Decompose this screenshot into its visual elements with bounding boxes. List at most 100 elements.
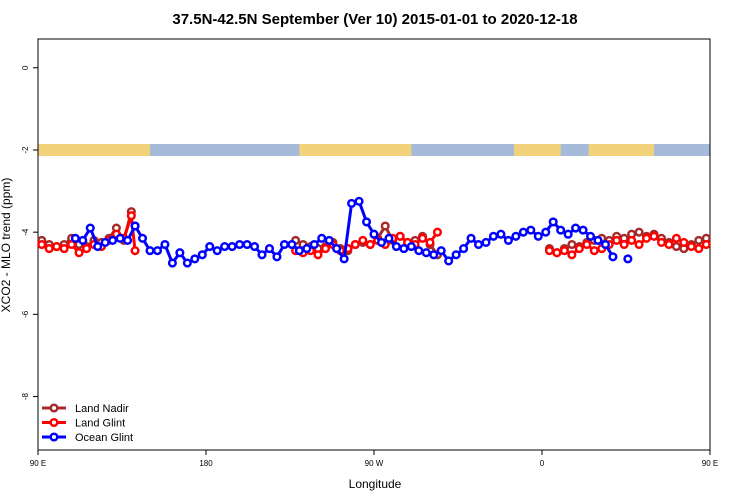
data-point (444, 256, 454, 266)
data-point (85, 223, 95, 233)
data-point (694, 244, 704, 254)
data-point (425, 237, 435, 247)
data-point (123, 235, 133, 245)
data-point (481, 237, 491, 247)
data-point (582, 239, 592, 250)
data-point (459, 244, 469, 254)
data-point (548, 217, 558, 227)
data-point (429, 250, 439, 260)
data-point (320, 244, 331, 254)
data-point (242, 239, 252, 250)
data-point (324, 235, 334, 245)
data-point (137, 233, 148, 243)
data-point (67, 239, 77, 250)
data-point (671, 242, 681, 252)
data-point (287, 239, 297, 250)
data-point (533, 231, 543, 241)
data-point (205, 242, 215, 252)
legend-label: Ocean Glint (75, 432, 133, 444)
data-point (567, 250, 577, 260)
legend-swatch-marker (49, 432, 59, 442)
data-point (541, 227, 551, 237)
data-point (694, 235, 704, 245)
x-tick-label: 180 (199, 459, 213, 468)
data-point (436, 246, 446, 256)
series-ocean-glint (70, 196, 633, 268)
land-band (588, 143, 654, 156)
data-point (496, 229, 506, 239)
x-tick-label: 90 W (365, 459, 384, 468)
data-point (466, 233, 476, 243)
data-point (686, 242, 696, 252)
data-point (649, 231, 659, 241)
data-point (182, 258, 192, 268)
data-point (634, 227, 644, 237)
data-point (619, 239, 629, 250)
data-point (78, 235, 88, 245)
x-axis: 90 E 180 90 W 0 90 E (30, 450, 718, 468)
data-point (473, 239, 484, 250)
data-point (563, 229, 573, 239)
data-point (100, 237, 110, 247)
legend-label: Land Nadir (75, 403, 129, 415)
data-point (190, 254, 200, 264)
data-point (552, 248, 562, 258)
land-mask-strip (38, 143, 710, 156)
data-point (451, 250, 461, 260)
data-point (656, 237, 667, 247)
land-band (299, 143, 412, 156)
data-point (701, 239, 711, 250)
data-point (503, 235, 513, 245)
x-tick-label: 90 E (702, 459, 718, 468)
series-layer (37, 196, 711, 268)
data-point (354, 196, 364, 206)
x-axis-label: Longitude (349, 477, 402, 491)
data-point (93, 242, 103, 252)
data-point (339, 254, 349, 264)
data-point (249, 242, 260, 252)
data-point (74, 248, 84, 258)
data-point (679, 237, 689, 247)
data-point (70, 233, 80, 243)
data-point (212, 246, 222, 256)
data-point (432, 227, 443, 237)
data-point (634, 239, 644, 250)
data-point (235, 239, 245, 250)
y-axis: 0 -2 -4 -6 -8 (21, 65, 38, 400)
data-point (313, 250, 323, 260)
y-tick-label: -4 (21, 228, 30, 236)
data-point (264, 244, 275, 254)
data-point (567, 239, 577, 250)
data-point (130, 246, 140, 256)
data-point (589, 246, 599, 256)
data-point (526, 225, 536, 235)
land-band (38, 143, 150, 156)
data-point (380, 221, 390, 231)
legend-swatch-marker (49, 417, 59, 428)
y-tick-label: 0 (21, 65, 30, 70)
data-point (585, 231, 596, 241)
data-point (59, 244, 69, 254)
y-axis-label: XCO2 - MLO trend (ppm) (0, 178, 13, 313)
data-point (108, 235, 118, 245)
data-point (671, 233, 681, 243)
x-tick-label: 0 (540, 459, 545, 468)
data-point (559, 246, 569, 256)
chart-title: 37.5N-42.5N September (Ver 10) 2015-01-0… (172, 11, 577, 28)
land-band (514, 143, 561, 156)
data-point (358, 235, 368, 245)
data-point (518, 227, 528, 237)
data-point (365, 239, 375, 250)
y-tick-label: -6 (21, 310, 30, 318)
data-point (160, 239, 170, 250)
data-point (384, 233, 394, 243)
data-point (126, 211, 136, 221)
legend-swatch-marker (49, 403, 59, 413)
data-point (593, 235, 603, 245)
data-point (197, 250, 207, 260)
data-point (317, 233, 327, 243)
data-point (272, 252, 282, 262)
data-point (406, 242, 416, 252)
data-point (641, 233, 652, 243)
